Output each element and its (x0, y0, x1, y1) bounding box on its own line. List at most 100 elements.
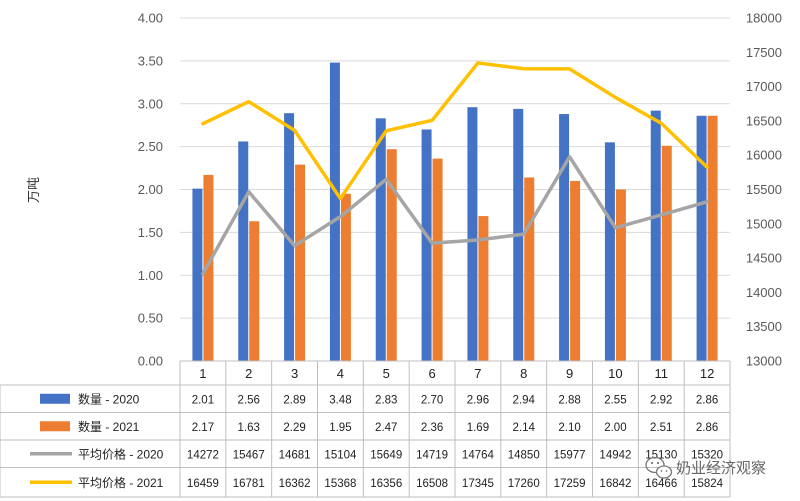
data-label: 2.36 (421, 422, 443, 434)
y2-tick-label: 14500 (746, 251, 782, 266)
x-tick-label: 2 (245, 366, 252, 381)
data-label: 14719 (416, 449, 448, 461)
data-label: 15368 (324, 478, 356, 490)
data-label: 16508 (416, 478, 448, 490)
data-label: 2.47 (375, 422, 397, 434)
data-label: 15467 (233, 449, 265, 461)
bar-2021 (661, 145, 672, 361)
x-tick-label: 9 (566, 366, 573, 381)
data-label: 2.17 (192, 422, 214, 434)
data-label: 2.55 (604, 394, 626, 406)
data-label: 1.63 (238, 422, 260, 434)
y-tick-label: 0.50 (138, 311, 163, 326)
lines (201, 61, 709, 276)
bar-2020 (559, 114, 570, 361)
data-label: 1.69 (467, 422, 489, 434)
data-label: 2.94 (513, 394, 536, 406)
data-label: 2.56 (238, 394, 260, 406)
x-tick-label: 12 (700, 366, 714, 381)
legend-swatch (40, 393, 70, 404)
series-line-2020 (201, 155, 709, 276)
series-line-2021 (201, 61, 709, 201)
y2-tick-label: 14000 (746, 285, 782, 300)
x-tick-label: 10 (608, 366, 622, 381)
y-axis-label: 万吨 (26, 177, 41, 203)
data-label: 2.14 (513, 422, 536, 434)
y-tick-label: 2.00 (138, 182, 163, 197)
data-label: 2.10 (558, 422, 580, 434)
data-label: 2.00 (604, 422, 626, 434)
data-label: 16356 (370, 478, 402, 490)
data-label: 16842 (599, 478, 631, 490)
y-tick-label: 1.00 (138, 268, 163, 283)
bar-2021 (340, 193, 351, 361)
y-tick-label: 2.50 (138, 139, 163, 154)
data-label: 2.83 (375, 394, 397, 406)
y2-tick-label: 16000 (746, 148, 782, 163)
y-tick-label: 0.00 (138, 354, 163, 369)
y2-tick-label: 16500 (746, 113, 782, 128)
data-label: 17260 (508, 478, 540, 490)
bar-2021 (203, 174, 214, 361)
y2-tick-label: 15000 (746, 216, 782, 231)
wechat-icon (645, 456, 673, 479)
data-label: 16362 (279, 478, 311, 490)
bar-2020 (375, 118, 386, 361)
data-label: 14272 (187, 449, 219, 461)
y2-tick-label: 13000 (746, 354, 782, 369)
watermark-text: 奶业经济观察 (676, 459, 766, 477)
bar-2020 (192, 188, 203, 361)
bar-2020 (421, 129, 432, 361)
y-axis-left: 0.00 0.50 1.00 1.50 2.00 2.50 3.00 3.50 4.00 (138, 11, 163, 369)
y2-tick-label: 17000 (746, 79, 782, 94)
data-label: 15104 (324, 449, 357, 461)
data-label: 1.95 (329, 422, 351, 434)
data-label: 14681 (279, 449, 311, 461)
bar-2021 (707, 115, 718, 361)
data-label: 14942 (599, 449, 631, 461)
x-tick-label: 8 (520, 366, 527, 381)
bar-2021 (386, 149, 397, 361)
bar-2021 (432, 158, 443, 361)
data-label: 3.48 (329, 394, 351, 406)
x-tick-label: 7 (474, 366, 481, 381)
data-label: 2.89 (283, 394, 305, 406)
y2-tick-label: 17500 (746, 45, 782, 60)
data-label: 15977 (554, 449, 586, 461)
legend-label: 数量 - 2020 (78, 391, 140, 406)
legend-label: 平均价格 - 2021 (78, 475, 164, 490)
legend-swatch (40, 421, 70, 432)
legend-label: 数量 - 2021 (78, 419, 140, 434)
bars (192, 62, 718, 362)
data-label: 2.92 (650, 394, 672, 406)
bar-2020 (238, 141, 249, 361)
data-label: 16466 (645, 478, 677, 490)
bar-2020 (329, 62, 340, 362)
gridlines (180, 17, 730, 362)
y-tick-label: 3.50 (138, 53, 163, 68)
y-tick-label: 3.00 (138, 96, 163, 111)
data-label: 15649 (370, 449, 402, 461)
data-label: 14764 (462, 449, 495, 461)
watermark: 奶业经济观察 (645, 456, 766, 479)
y2-tick-label: 18000 (746, 11, 782, 26)
y-tick-label: 4.00 (138, 11, 163, 26)
data-label: 17345 (462, 478, 494, 490)
data-label: 2.86 (696, 422, 718, 434)
x-tick-label: 11 (655, 366, 669, 381)
bar-2021 (249, 221, 260, 361)
x-tick-label: 1 (199, 366, 206, 381)
data-label: 2.51 (650, 422, 672, 434)
data-label: 2.88 (558, 394, 580, 406)
y-axis-right: 13000 13500 14000 14500 15000 15500 16000 16500… (746, 11, 782, 369)
bar-2021 (524, 177, 535, 361)
bar-2020 (696, 115, 707, 361)
bar-2020 (467, 107, 478, 362)
data-label: 2.96 (467, 394, 489, 406)
bar-2021 (615, 189, 626, 361)
data-label: 15824 (691, 478, 724, 490)
data-label: 2.86 (696, 394, 718, 406)
data-label: 16781 (233, 478, 265, 490)
